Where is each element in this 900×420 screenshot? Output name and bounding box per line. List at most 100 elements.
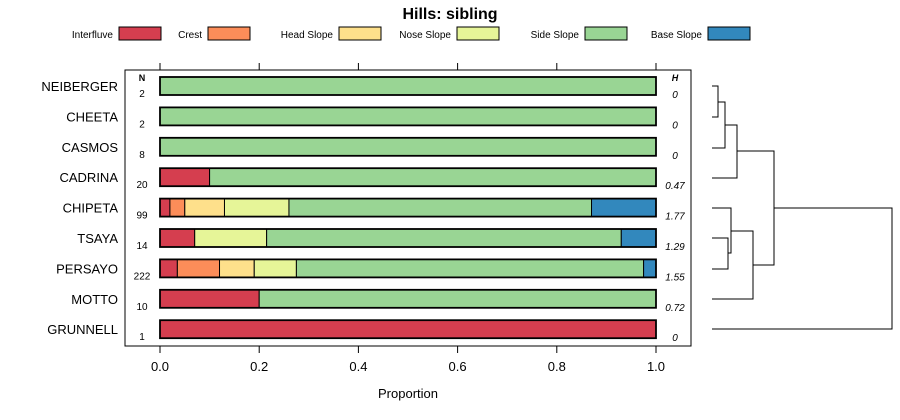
bar-segment [209, 167, 657, 187]
n-value: 20 [136, 180, 148, 191]
bar-rows [159, 76, 657, 340]
h-value: 0 [672, 333, 678, 344]
legend-swatch [707, 26, 751, 41]
bar-outline [159, 258, 657, 279]
bar-outline [159, 197, 657, 218]
bar-segment [176, 258, 221, 278]
bar-segment [253, 258, 297, 278]
bar-outline [159, 288, 657, 309]
bar-outline [159, 76, 657, 96]
h-values: 0 0 0 0.47 1.77 1.29 1.55 0.72 0 [665, 90, 685, 344]
plot-frame [124, 69, 692, 347]
bar-row [159, 136, 657, 157]
bar-segment [184, 198, 225, 218]
row-label: CHEETA [66, 109, 118, 124]
bar-segment [159, 76, 657, 96]
dendrogram-branch [712, 230, 754, 300]
legend-swatch [338, 26, 382, 41]
bar-segment [266, 228, 622, 248]
legend-swatch [207, 26, 251, 41]
h-value: 0 [672, 151, 678, 162]
row-label: CASMOS [62, 140, 119, 155]
h-value: 1.55 [665, 272, 685, 283]
bar-row [159, 76, 657, 96]
bar-segment [159, 198, 171, 218]
x-tick-label: 0.6 [449, 359, 467, 374]
dendrogram-branch [712, 207, 893, 330]
legend-label: Nose Slope [399, 30, 451, 41]
top-axis-ticks [159, 63, 657, 70]
row-label: PERSAYO [56, 261, 118, 276]
bar-outline [159, 228, 657, 248]
legend-label: Head Slope [281, 30, 334, 41]
bar-segment [169, 198, 186, 218]
x-axis: 0.0 0.2 0.4 0.6 0.8 1.0 [151, 346, 665, 374]
bar-segment [591, 198, 657, 218]
legend-label: Crest [178, 30, 202, 41]
h-column-header: H [672, 73, 679, 83]
n-value: 1 [139, 332, 145, 343]
bar-segment [159, 228, 196, 248]
n-value: 8 [139, 150, 145, 161]
row-label: MOTTO [71, 292, 118, 307]
bar-segment [159, 167, 211, 187]
dendrogram-branch [712, 85, 719, 118]
h-value: 1.29 [665, 242, 685, 253]
bar-segment [194, 228, 268, 248]
n-value: 222 [134, 271, 151, 282]
legend-label: Base Slope [651, 30, 703, 41]
row-label: CADRINA [59, 170, 118, 185]
bar-segment [258, 289, 657, 309]
row-label: TSAYA [77, 231, 118, 246]
dendrogram-branch [712, 237, 729, 270]
bar-segment [159, 319, 657, 339]
x-tick-label: 0.8 [548, 359, 566, 374]
x-axis-label: Proportion [378, 386, 438, 401]
bar-outline [159, 136, 657, 157]
bar-segment [620, 228, 657, 248]
chart-title: Hills: sibling [402, 6, 497, 23]
x-tick-label: 1.0 [647, 359, 665, 374]
row-labels: NEIBERGER CHEETA CASMOS CADRINA CHIPETA TSAYA… [41, 79, 118, 337]
h-value: 0 [672, 120, 678, 131]
legend-label: Side Slope [531, 30, 580, 41]
legend-swatch [118, 26, 162, 41]
h-value: 1.77 [665, 212, 685, 223]
bar-row [159, 258, 657, 279]
h-value: 0.72 [665, 303, 685, 314]
bar-segment [159, 258, 178, 278]
h-value: 0.47 [665, 181, 685, 192]
n-value: 99 [136, 211, 148, 222]
n-column-header: N [139, 73, 146, 83]
legend-swatch [456, 26, 500, 41]
legend-label: Interfluve [72, 30, 114, 41]
bar-row [159, 319, 657, 340]
x-tick-label: 0.2 [250, 359, 268, 374]
bar-row [159, 106, 657, 127]
dendrogram-branch [737, 150, 775, 266]
n-values: 2 2 8 20 99 14 222 10 1 [134, 89, 151, 343]
bar-segment [159, 137, 657, 157]
x-tick-label: 0.4 [349, 359, 367, 374]
bar-row [159, 288, 657, 309]
bar-segment [295, 258, 645, 278]
row-label: GRUNNELL [47, 322, 118, 337]
n-value: 2 [139, 89, 145, 100]
bar-segment [159, 289, 260, 309]
x-tick-label: 0.0 [151, 359, 169, 374]
n-value: 14 [136, 241, 148, 252]
bar-row [159, 228, 657, 248]
bar-row [159, 197, 657, 218]
legend: Interfluve Crest Head Slope Nose Slope Side … [72, 26, 751, 41]
bar-row [159, 167, 657, 188]
n-value: 10 [136, 302, 148, 313]
n-value: 2 [139, 119, 145, 130]
bar-outline [159, 319, 657, 340]
bar-segment [223, 198, 290, 218]
bar-outline [159, 167, 657, 188]
bar-segment [288, 198, 593, 218]
row-label: NEIBERGER [41, 79, 118, 94]
bar-segment [643, 258, 657, 278]
legend-swatch [584, 26, 628, 41]
